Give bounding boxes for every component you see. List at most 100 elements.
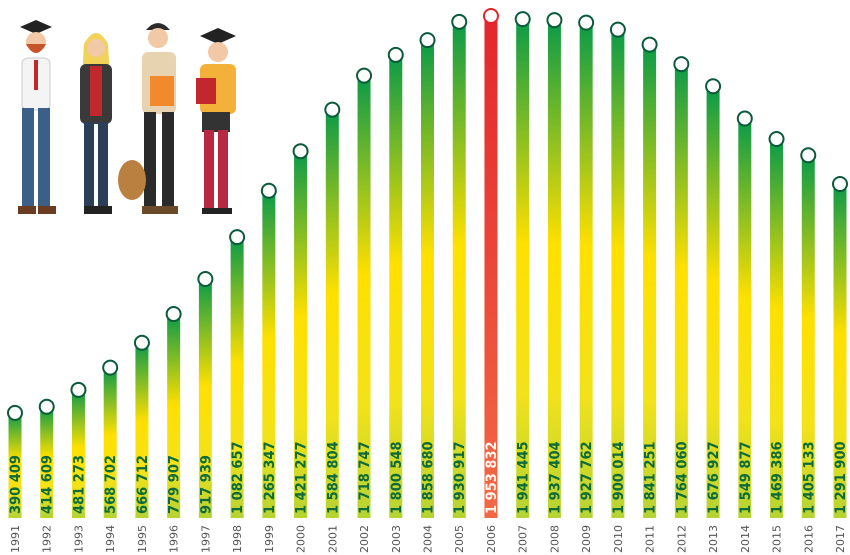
bar: [611, 29, 625, 519]
x-tick-label: 2012: [675, 525, 688, 553]
bar: [643, 44, 657, 518]
value-label: 1 858 680: [421, 441, 437, 514]
x-tick-label: 2000: [295, 525, 308, 553]
value-label: 1 405 133: [801, 441, 817, 514]
bar-cap: [419, 32, 436, 49]
value-label: 1 469 386: [770, 441, 786, 514]
x-tick-label: 2017: [834, 525, 847, 553]
x-tick-label: 2013: [707, 525, 720, 553]
x-tick-label: 1993: [72, 525, 85, 553]
bar: [516, 19, 530, 519]
bar: [674, 64, 688, 518]
bar-cap: [197, 270, 214, 287]
value-label: 1 584 804: [325, 441, 341, 514]
x-tick-label: 2001: [326, 525, 339, 553]
bar-cap: [736, 110, 753, 127]
x-tick-label: 1991: [9, 525, 22, 553]
x-tick-label: 2014: [739, 525, 752, 553]
bar: [135, 342, 149, 518]
bar-cap: [133, 334, 150, 351]
x-tick-label: 1992: [41, 525, 54, 553]
bar-cap: [546, 12, 563, 29]
value-label: 1 421 277: [294, 441, 310, 514]
bar: [801, 155, 815, 518]
x-tick-label: 1995: [136, 525, 149, 553]
bar-cap: [705, 78, 722, 95]
bar: [230, 237, 244, 518]
bar: [833, 184, 847, 518]
bar: [357, 75, 371, 518]
bar-cap: [229, 229, 246, 246]
value-label: 568 702: [103, 455, 119, 514]
bar: [421, 40, 434, 518]
x-tick-label: 2009: [580, 525, 593, 553]
bar: [738, 118, 752, 518]
bar-cap: [324, 101, 341, 118]
value-label: 1 927 762: [579, 441, 595, 514]
value-label: 1 676 927: [706, 441, 722, 514]
bar: [706, 86, 720, 518]
value-label: 917 939: [198, 455, 214, 514]
bar: [167, 314, 181, 518]
bar: [484, 16, 498, 518]
bar: [452, 21, 466, 519]
illustration: [18, 20, 236, 214]
bar: [770, 138, 784, 518]
bar-cap: [482, 8, 499, 24]
value-label: 1 082 657: [230, 441, 246, 514]
bar-cap: [768, 130, 785, 147]
bar-cap: [514, 11, 531, 28]
x-tick-label: 2006: [485, 525, 498, 553]
x-tick-label: 2016: [802, 525, 815, 553]
value-label: 414 609: [40, 455, 56, 514]
bar: [389, 54, 403, 519]
value-label: 666 712: [135, 455, 151, 514]
bar-cap: [165, 306, 182, 323]
bar: [547, 20, 561, 519]
bar-cap: [578, 14, 595, 31]
bar-cap: [800, 147, 817, 164]
bar: [262, 190, 276, 518]
bar-cap: [451, 13, 468, 30]
value-label: 1 930 917: [452, 441, 468, 514]
bar-cap: [832, 176, 848, 193]
bar: [579, 22, 593, 518]
x-tick-label: 2010: [612, 525, 625, 553]
bar-cap: [7, 404, 23, 421]
bar-cap: [387, 46, 404, 63]
bar-cap: [260, 182, 277, 199]
value-label: 1 937 404: [547, 441, 563, 514]
x-tick-label: 2004: [422, 525, 435, 553]
bar-cap: [673, 56, 690, 73]
bar-cap: [641, 36, 658, 53]
x-tick-label: 2003: [390, 525, 403, 553]
x-tick-label: 1994: [104, 525, 117, 553]
value-label: 1 549 877: [738, 441, 754, 514]
x-tick-label: 1997: [199, 525, 212, 553]
value-label: 1 718 747: [357, 441, 373, 514]
bar-cap: [70, 381, 87, 398]
x-tick-label: 2008: [548, 525, 561, 553]
bar: [103, 367, 117, 518]
bar: [71, 389, 85, 518]
value-label: 1 900 014: [611, 441, 627, 514]
value-label: 481 273: [71, 455, 87, 514]
value-label: 779 907: [167, 455, 183, 514]
x-tick-label: 2011: [644, 525, 657, 553]
value-label: 1 265 347: [262, 441, 278, 514]
x-tick-label: 1999: [263, 525, 276, 553]
value-label: 1 764 060: [674, 441, 690, 514]
bar: [8, 412, 22, 518]
value-label: 1 800 548: [389, 441, 405, 514]
bar-cap: [609, 21, 626, 38]
value-label: 1 841 251: [643, 441, 659, 514]
value-label: 1 291 900: [833, 441, 849, 514]
value-label: 390 409: [8, 455, 24, 514]
value-label: 1 941 445: [516, 441, 532, 514]
x-tick-label: 2007: [517, 525, 530, 553]
bar-cap: [38, 398, 55, 415]
bar-cap: [292, 143, 309, 160]
x-tick-label: 1998: [231, 525, 244, 553]
x-tick-label: 2015: [771, 525, 784, 553]
